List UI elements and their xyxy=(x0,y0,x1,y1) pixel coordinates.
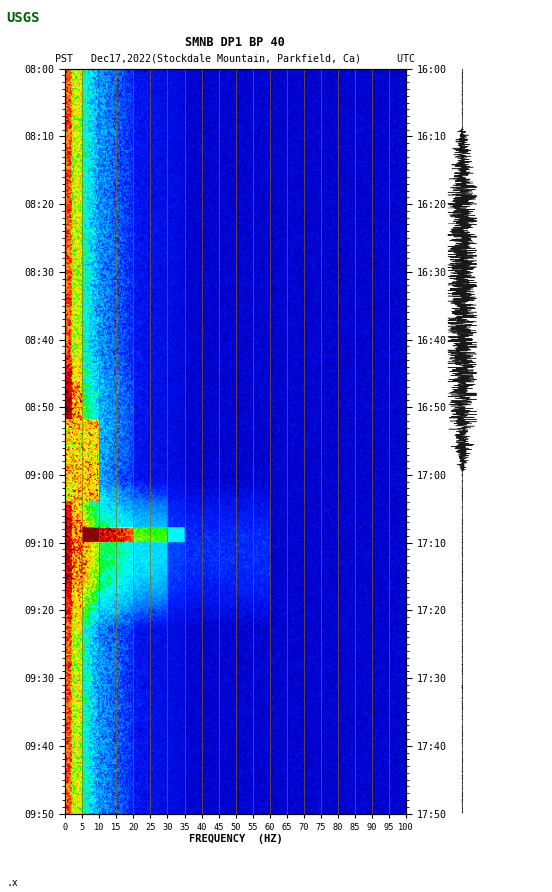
Text: USGS: USGS xyxy=(7,11,40,25)
X-axis label: FREQUENCY  (HZ): FREQUENCY (HZ) xyxy=(189,834,283,845)
Text: SMNB DP1 BP 40: SMNB DP1 BP 40 xyxy=(185,37,284,49)
Text: PST   Dec17,2022(Stockdale Mountain, Parkfield, Ca)      UTC: PST Dec17,2022(Stockdale Mountain, Parkf… xyxy=(55,54,415,64)
Text: .x: .x xyxy=(7,878,18,888)
